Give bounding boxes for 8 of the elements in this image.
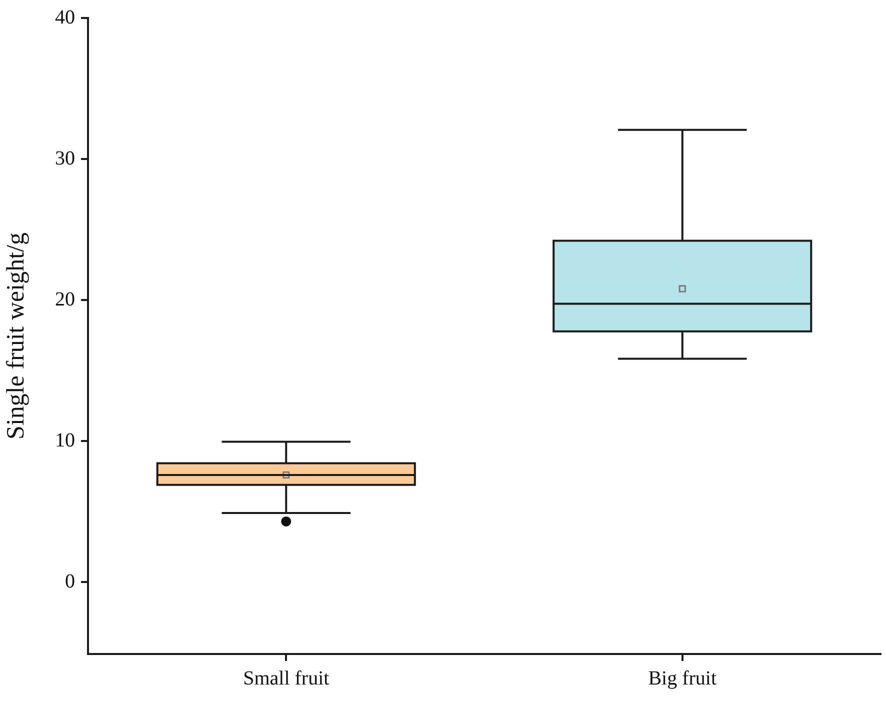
y-axis-title: Single fruit weight/g [2, 232, 30, 440]
y-tick-label: 20 [55, 288, 75, 310]
x-tick-label: Big fruit [648, 667, 717, 690]
x-tick-label: Small fruit [243, 667, 330, 690]
y-tick-label: 0 [65, 570, 75, 592]
y-tick-label: 40 [55, 6, 75, 28]
y-tick-label: 30 [55, 147, 75, 170]
y-tick-label: 10 [55, 429, 75, 452]
